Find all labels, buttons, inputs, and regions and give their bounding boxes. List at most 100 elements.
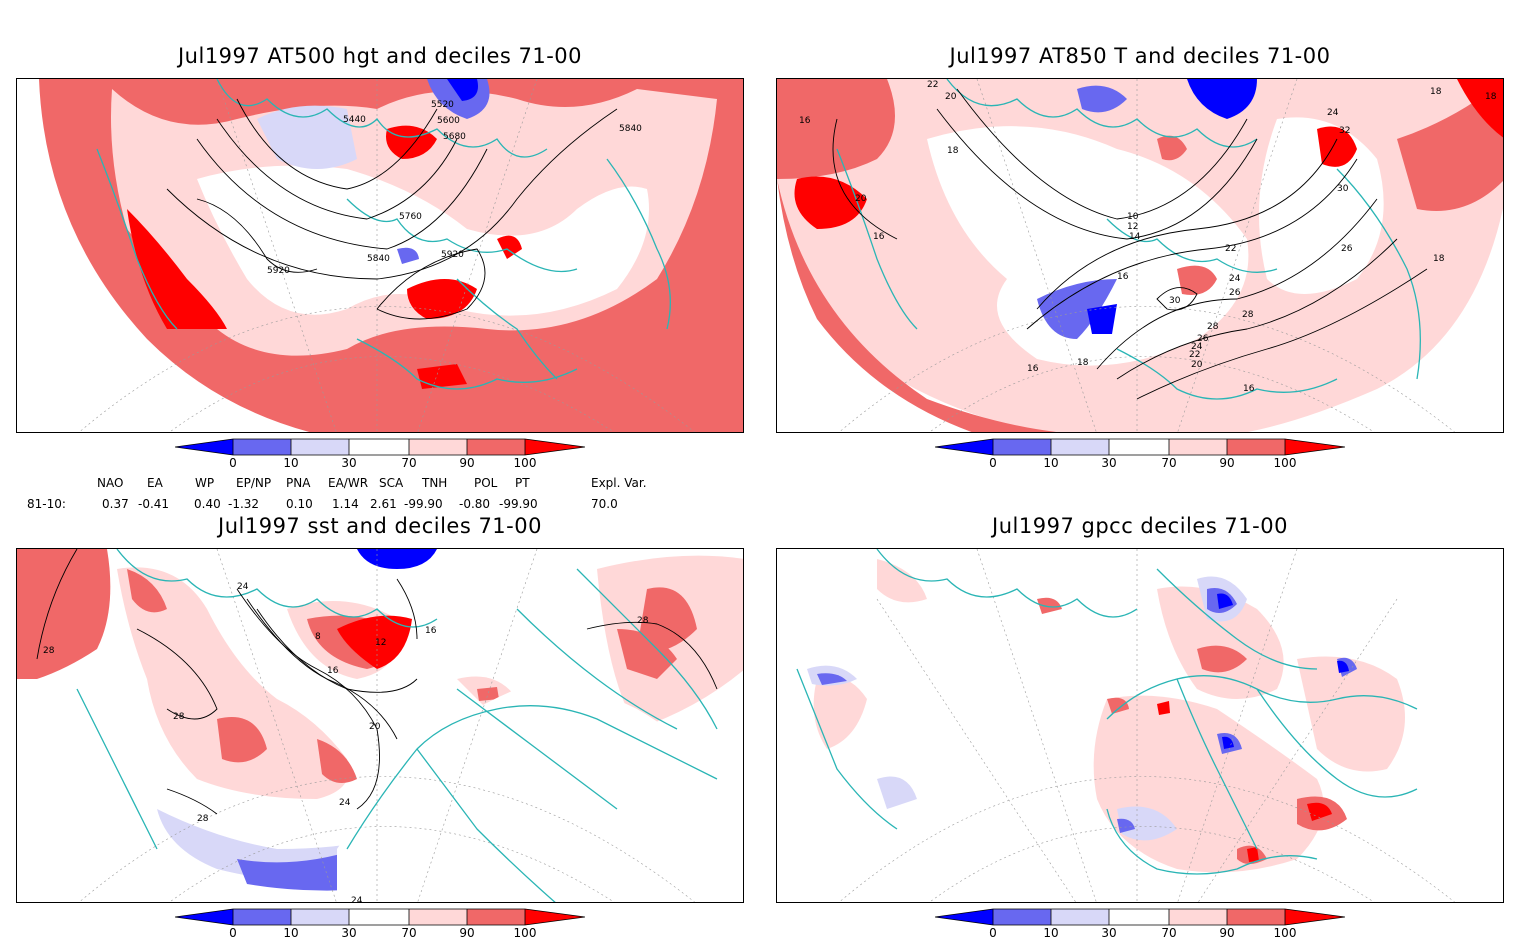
index-value: 0.10 [286,497,313,511]
contour-label: 30 [1337,184,1349,194]
contour-label: 14 [1129,232,1141,242]
map-panel-sst: 28 24 16 12 8 16 20 24 28 28 28 24 [16,548,744,903]
colorbar-label: 100 [1273,456,1297,470]
contour-label: 28 [637,616,649,626]
contour-label: 16 [799,116,811,126]
index-value: 0.37 [102,497,129,511]
contour-label: 16 [873,232,885,242]
contour-label: 20 [369,722,381,732]
colorbar-label: 10 [283,926,299,940]
contour-label: 16 [1027,364,1039,374]
contour-label: 28 [197,814,209,824]
index-value: 2.61 [370,497,397,511]
index-value: 70.0 [591,497,618,511]
index-header: PT [515,476,530,490]
map-panel-gpcc [776,548,1504,903]
colorbar-bottom-left: 0 10 30 70 90 100 [175,908,585,950]
contour-label: 28 [173,712,185,722]
colorbar-label: 10 [1043,926,1059,940]
contour-label: 18 [1430,87,1442,97]
contour-label: 24 [237,582,249,592]
colorbar-label: 100 [513,456,537,470]
colorbar-label: 90 [459,456,475,470]
contour-label: 16 [327,666,339,676]
contour-label: 24 [351,896,363,903]
colorbar-bottom-right: 0 10 30 70 90 100 [935,908,1345,950]
index-header: TNH [422,476,448,490]
index-header: POL [474,476,498,490]
contour-label: 5760 [399,212,422,222]
contour-label: 5920 [267,266,290,276]
contour-label: 8 [315,632,321,642]
panel-title-500hgt: Jul1997 AT500 hgt and deciles 71-00 [177,44,583,68]
index-header: WP [195,476,215,490]
index-row-label: 81-10: [27,497,66,511]
colorbar-top-right: 0 10 30 70 90 100 [935,438,1345,480]
index-value: -0.41 [138,497,170,511]
colorbar-label: 100 [1273,926,1297,940]
colorbar-label: 90 [459,926,475,940]
contour-label: 22 [1189,350,1200,360]
contour-label: 5680 [443,132,466,142]
contour-label: 28 [1207,322,1219,332]
map-panel-850t: 22 20 18 16 20 16 10 12 14 16 22 24 26 2… [776,78,1504,433]
colorbar-top-left: 0 10 30 70 90 100 [175,438,585,480]
index-value: 1.14 [332,497,359,511]
index-header: NAO [97,476,124,490]
colorbar-label: 0 [989,926,997,940]
contour-label: 18 [1433,254,1445,264]
contour-label: 24 [339,798,351,808]
contour-label: 26 [1341,244,1353,254]
colorbar-label: 0 [989,456,997,470]
contour-label: 22 [927,80,938,90]
contour-label: 26 [1229,288,1241,298]
index-header: SCA [379,476,404,490]
contour-label: 26 [1197,334,1209,344]
colorbar-label: 30 [341,456,357,470]
map-panel-500hgt: 5440 5520 5600 5680 5840 5760 5920 5840 … [16,78,744,433]
panel-title-850t: Jul1997 AT850 T and deciles 71-00 [949,44,1331,68]
colorbar-label: 90 [1219,456,1235,470]
contour-label: 18 [1485,92,1497,102]
contour-label: 24 [1327,108,1339,118]
contour-label: 28 [1242,310,1254,320]
contour-label: 12 [375,638,386,648]
colorbar-label: 0 [229,926,237,940]
panel-title-sst: Jul1997 sst and deciles 71-00 [218,514,542,538]
colorbar-label: 0 [229,456,237,470]
contour-label: 16 [1117,272,1129,282]
colorbar-label: 30 [1101,456,1117,470]
index-header: EA [147,476,163,490]
colorbar-label: 30 [1101,926,1117,940]
contour-label: 18 [1077,358,1089,368]
colorbar-label: 70 [1161,456,1177,470]
contour-label: 28 [43,646,55,656]
index-header: EA/WR [328,476,369,490]
colorbar-label: 30 [341,926,357,940]
index-value: -0.80 [459,497,491,511]
contour-label: 30 [1169,296,1181,306]
contour-label: 20 [1191,360,1203,370]
contour-label: 16 [425,626,437,636]
colorbar-label: 70 [1161,926,1177,940]
contour-label: 5600 [437,116,460,126]
contour-label: 18 [947,146,959,156]
contour-label: 5920 [441,250,464,260]
contour-label: 5840 [367,254,390,264]
index-value: -1.32 [228,497,260,511]
index-header: PNA [286,476,311,490]
colorbar-label: 10 [283,456,299,470]
contour-label: 10 [1127,212,1139,222]
contour-label: 5840 [619,124,642,134]
index-value: -99.90 [499,497,538,511]
contour-label: 24 [1191,342,1203,352]
contour-label: 5520 [431,100,454,110]
colorbar-label: 90 [1219,926,1235,940]
index-header: EP/NP [236,476,272,490]
colorbar-label: 70 [401,456,417,470]
contour-label: 5440 [343,115,366,125]
contour-label: 20 [855,194,867,204]
index-value: -99.90 [404,497,443,511]
contour-label: 12 [1127,222,1138,232]
contour-label: 16 [1243,384,1255,394]
